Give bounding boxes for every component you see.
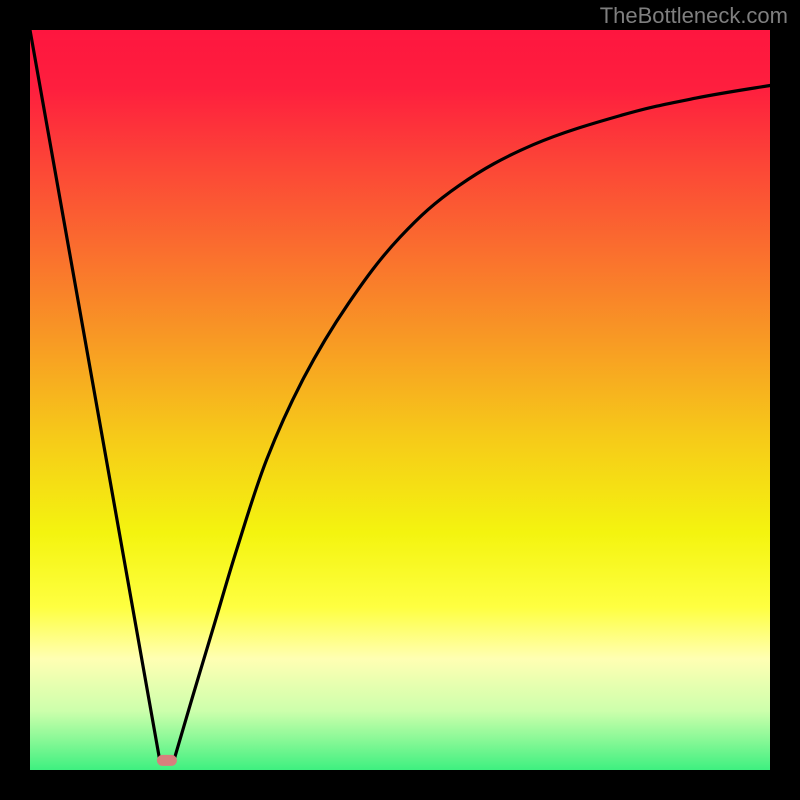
minimum-marker xyxy=(157,755,177,766)
watermark-text: TheBottleneck.com xyxy=(600,3,788,29)
bottleneck-chart: TheBottleneck.com xyxy=(0,0,800,800)
chart-svg xyxy=(0,0,800,800)
